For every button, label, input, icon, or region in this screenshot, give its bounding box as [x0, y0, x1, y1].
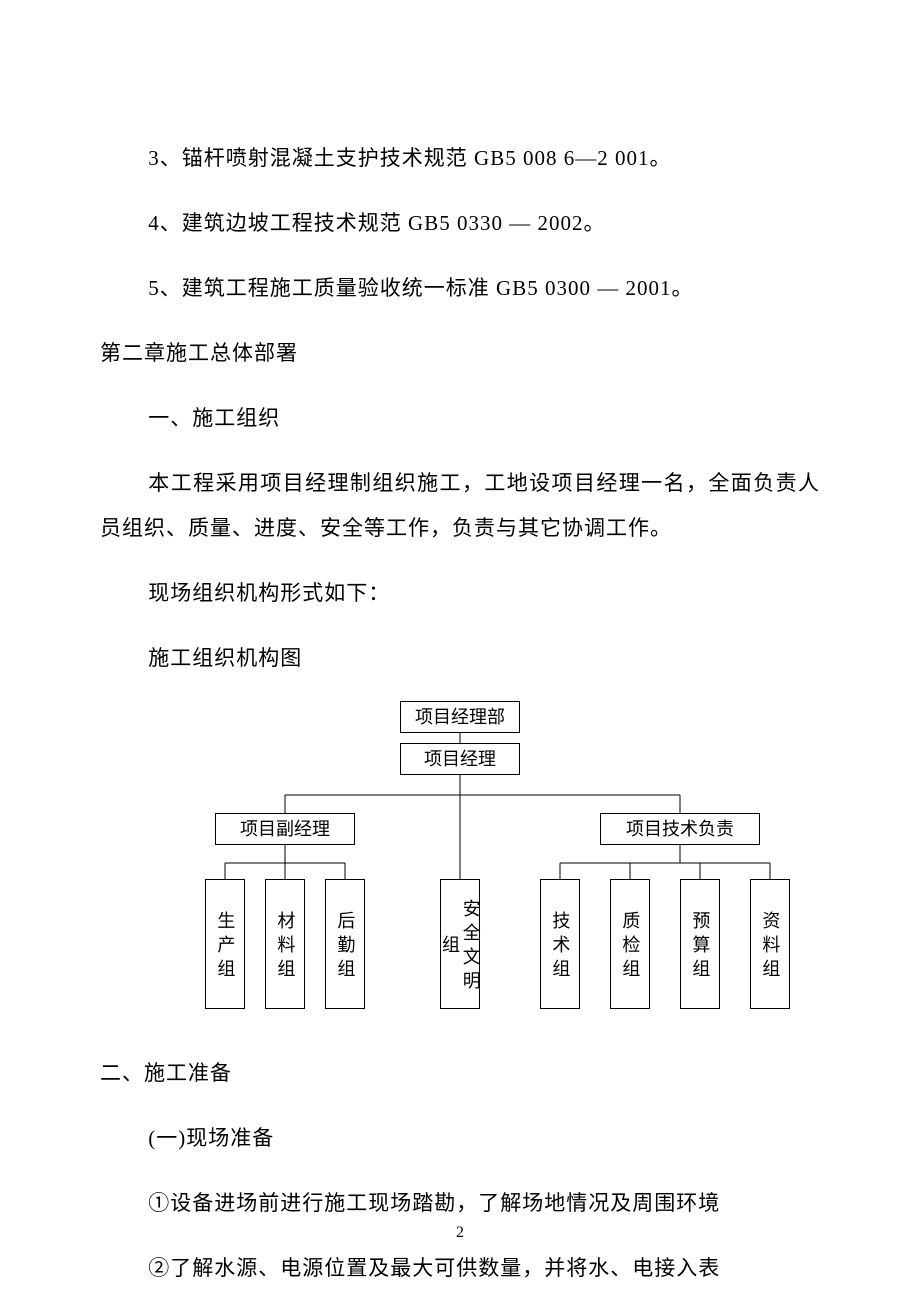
- org-node-top2: 项目经理: [400, 743, 520, 775]
- chart-title: 施工组织机构图: [100, 636, 820, 680]
- org-node-b1: 生产组: [205, 879, 245, 1009]
- org-node-b6: 质检组: [610, 879, 650, 1009]
- bullet-1: ①设备进场前进行施工现场踏勘，了解场地情况及周围环境: [100, 1181, 820, 1225]
- subsection-1-heading: (一)现场准备: [100, 1116, 820, 1160]
- section-1-heading: 一、施工组织: [100, 396, 820, 440]
- chapter-heading: 第二章施工总体部署: [100, 331, 820, 375]
- org-chart: 项目经理部项目经理项目副经理 项目技术负责生产组材料组后勤组 安全文明组 技术组质检组…: [100, 701, 820, 1021]
- org-node-b2: 材料组: [265, 879, 305, 1009]
- org-node-mid_th: 项目技术负责: [600, 813, 760, 845]
- list-item-5: 5、建筑工程施工质量验收统一标准 GB5 0300 — 2001。: [100, 266, 820, 310]
- page-number: 2: [0, 1224, 920, 1242]
- paragraph-body-2: 现场组织机构形式如下：: [100, 571, 820, 615]
- org-node-b5: 技术组: [540, 879, 580, 1009]
- bullet-2: ②了解水源、电源位置及最大可供数量，并将水、电接入表: [100, 1246, 820, 1290]
- org-node-mid_vp: 项目副经理: [215, 813, 355, 845]
- org-node-b7: 预算组: [680, 879, 720, 1009]
- org-node-b4: 安全文明组: [440, 879, 480, 1009]
- section-2-heading: 二、施工准备: [100, 1051, 820, 1095]
- list-item-4: 4、建筑边坡工程技术规范 GB5 0330 — 2002。: [100, 201, 820, 245]
- list-item-3: 3、锚杆喷射混凝土支护技术规范 GB5 008 6—2 001。: [100, 136, 820, 180]
- org-node-b3: 后勤组: [325, 879, 365, 1009]
- page: 3、锚杆喷射混凝土支护技术规范 GB5 008 6—2 001。 4、建筑边坡工…: [0, 0, 920, 1302]
- paragraph-body-1: 本工程采用项目经理制组织施工，工地设项目经理一名，全面负责人员组织、质量、进度、…: [100, 461, 820, 549]
- org-node-top1: 项目经理部: [400, 701, 520, 733]
- org-node-b8: 资料组: [750, 879, 790, 1009]
